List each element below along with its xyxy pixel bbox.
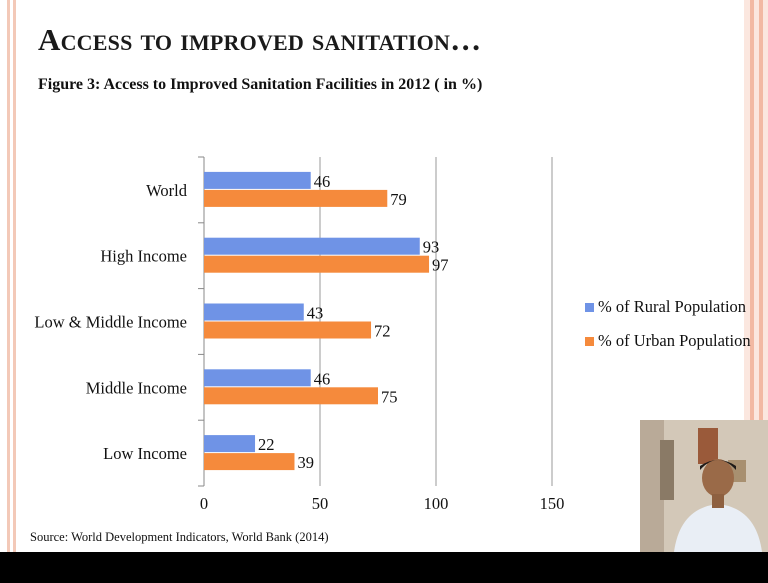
legend-swatch-rural	[585, 302, 594, 312]
source-note: Source: World Development Indicators, Wo…	[30, 530, 329, 544]
data-label: 43	[307, 304, 324, 323]
data-label: 79	[390, 190, 407, 209]
legend-label-rural: % of Rural Population	[598, 297, 747, 316]
chart-legend: % of Rural Population % of Urban Populat…	[585, 290, 751, 358]
x-tick-label: 150	[540, 494, 565, 513]
data-label: 72	[374, 322, 391, 341]
bar-urban	[204, 321, 372, 339]
category-label: Low Income	[103, 444, 187, 463]
bar-rural	[204, 369, 311, 387]
x-tick-label: 50	[312, 494, 329, 513]
slide-border-left	[0, 0, 18, 552]
data-label: 97	[432, 256, 449, 275]
data-label: 93	[423, 238, 440, 257]
figure-caption: Figure 3: Access to Improved Sanitation …	[38, 76, 483, 93]
legend-item-urban: % of Urban Population	[585, 324, 751, 358]
data-label: 46	[314, 369, 331, 388]
x-tick-label: 100	[424, 494, 449, 513]
data-label: 46	[314, 172, 331, 191]
bar-rural	[204, 171, 311, 189]
category-label: World	[146, 181, 188, 200]
bar-rural	[204, 435, 256, 453]
bar-urban	[204, 255, 430, 273]
bar-urban	[204, 189, 388, 207]
category-label: Low & Middle Income	[34, 313, 187, 332]
bar-rural	[204, 237, 420, 255]
bar-rural	[204, 303, 304, 321]
presenter-image	[640, 420, 768, 552]
legend-swatch-urban	[585, 336, 594, 346]
data-label: 39	[297, 453, 314, 472]
category-label: Middle Income	[86, 378, 187, 397]
video-bottom-bar	[0, 552, 768, 583]
bar-urban	[204, 453, 295, 471]
legend-label-urban: % of Urban Population	[598, 331, 751, 350]
category-label: High Income	[100, 247, 187, 266]
slide-title: Access to improved sanitation…	[38, 22, 482, 57]
data-label: 75	[381, 387, 398, 406]
webcam-presenter-video	[640, 420, 768, 552]
data-label: 22	[258, 435, 275, 454]
bar-urban	[204, 387, 378, 405]
legend-item-rural: % of Rural Population	[585, 290, 751, 324]
x-tick-label: 0	[200, 494, 208, 513]
